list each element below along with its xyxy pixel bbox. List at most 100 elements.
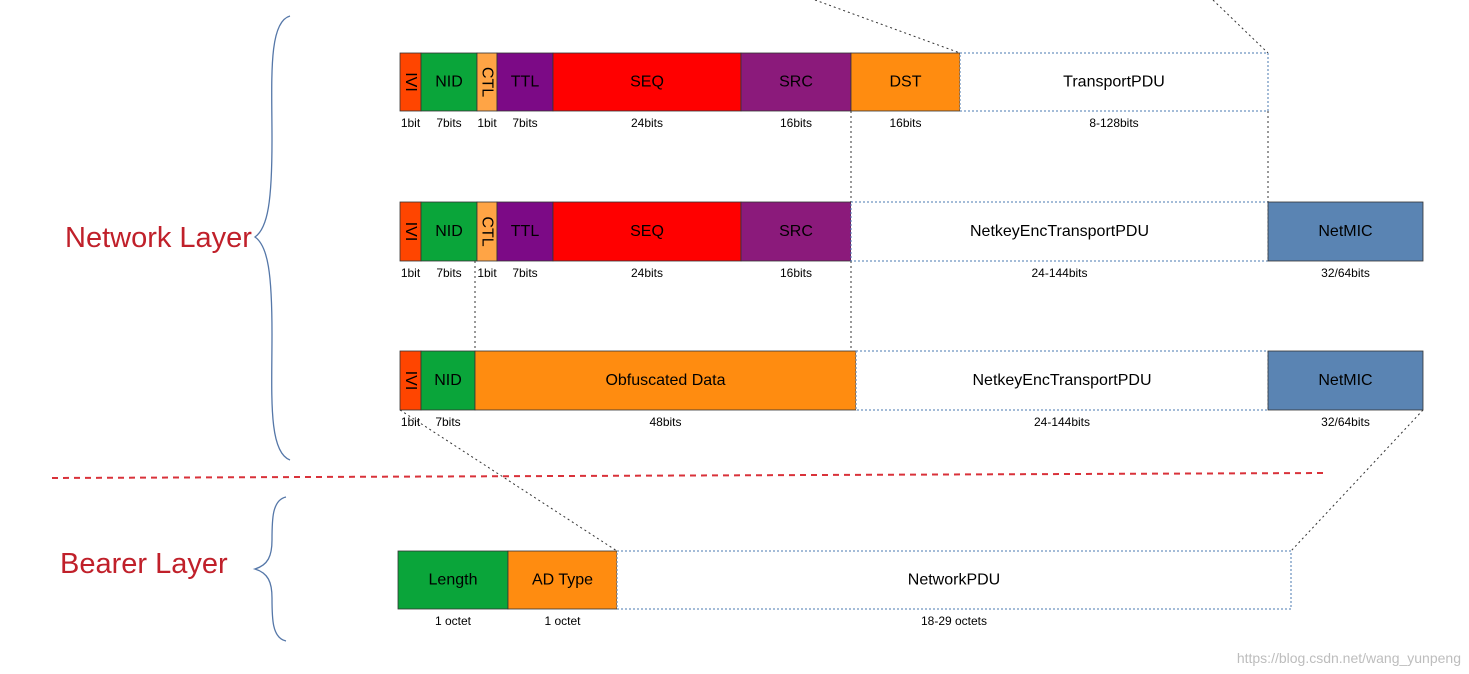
row3-netmic-field: NetMIC 32/64bits <box>1267 350 1424 429</box>
row3-ivi-label: IVI <box>402 371 419 391</box>
row1-seq-box <box>552 52 742 112</box>
row2-ttl-size: 7bits <box>512 266 537 280</box>
row1-ttl-box <box>496 52 554 112</box>
row1-src-box <box>740 52 852 112</box>
row2-seq-size: 24bits <box>631 266 663 280</box>
guide-top-left <box>814 0 961 54</box>
row1-transport-box <box>959 52 1269 112</box>
row1-ttl-size: 7bits <box>512 116 537 130</box>
row2-nid-label: NID <box>435 223 463 240</box>
row1-nid-box <box>420 52 478 112</box>
row3-netmic-size: 32/64bits <box>1321 415 1370 429</box>
row1-nid-label: NID <box>435 74 463 91</box>
row2-enc-box <box>850 201 1269 262</box>
row1-seq-label: SEQ <box>630 74 664 91</box>
row2-netmic-label: NetMIC <box>1318 223 1372 240</box>
packet-rows: IVI1bitNID7bitsCTL1bitTTL7bitsSEQ24bitsS… <box>397 52 1424 628</box>
row2-ctl-label: CTL <box>479 216 496 246</box>
row4-length-field: Length 1 octet <box>397 550 509 628</box>
row1-ivi-size: 1bit <box>401 116 421 130</box>
row2-enc-size: 24-144bits <box>1031 266 1087 280</box>
row1-src-label: SRC <box>779 74 813 91</box>
row1-nid-field: NID 7bits <box>420 52 478 130</box>
row3-netmic-label: NetMIC <box>1318 372 1372 389</box>
row2-netmic-field: NetMIC 32/64bits <box>1267 201 1424 280</box>
row3-nid-field: NID 7bits <box>420 350 476 429</box>
row3-obf-label: Obfuscated Data <box>605 372 725 389</box>
row3-obf-size: 48bits <box>649 415 681 429</box>
row1-ttl-field: TTL 7bits <box>496 52 554 130</box>
guide-row3-netmic-to-pdu <box>1290 409 1424 552</box>
row2-src-box <box>740 201 852 262</box>
row2-ctl-field: CTL 1bit <box>476 201 498 280</box>
row3-nid-size: 7bits <box>435 415 460 429</box>
row3-ivi-field: IVI 1bit <box>399 350 422 429</box>
row4-fields: Length 1 octet AD Type 1 octet NetworkPDU 18-… <box>397 550 1292 628</box>
row2-ivi-field: IVI 1bit <box>399 201 422 280</box>
row2-ttl-label: TTL <box>511 223 540 240</box>
row4-adtype-box <box>507 550 618 610</box>
row2-ttl-box <box>496 201 554 262</box>
row2-seq-box <box>552 201 742 262</box>
row3-ivi-size: 1bit <box>401 415 421 429</box>
row3-nid-label: NID <box>434 372 462 389</box>
row1-transport-label: TransportPDU <box>1063 74 1165 91</box>
row4-netpdu-label: NetworkPDU <box>908 572 1000 589</box>
network-layer-title: Network Layer <box>65 222 252 254</box>
guide-lines <box>399 0 1424 552</box>
bearer-layer-title: Bearer Layer <box>60 548 228 580</box>
bearer-layer-brace <box>252 496 287 642</box>
guide-top-right <box>1212 0 1269 54</box>
row2-ctl-size: 1bit <box>477 266 497 280</box>
row1-transport-size: 8-128bits <box>1089 116 1138 130</box>
row4-length-label: Length <box>429 572 478 589</box>
row1-dst-label: DST <box>890 74 922 91</box>
row2-src-field: SRC 16bits <box>740 201 852 280</box>
row2-seq-label: SEQ <box>630 223 664 240</box>
row3-enc-field: NetkeyEncTransportPDU 24-144bits <box>855 350 1269 429</box>
row3-enc-size: 24-144bits <box>1034 415 1090 429</box>
row4-length-box <box>397 550 509 610</box>
row1-ivi-field: IVI 1bit <box>399 52 422 130</box>
row1-transport-field: TransportPDU 8-128bits <box>959 52 1269 130</box>
network-layer-brace <box>253 15 291 461</box>
row1-ctl-size: 1bit <box>477 116 497 130</box>
row1-dst-box <box>850 52 961 112</box>
row4-adtype-size: 1 octet <box>544 614 581 628</box>
row1-nid-size: 7bits <box>436 116 461 130</box>
row2-seq-field: SEQ 24bits <box>552 201 742 280</box>
row3-fields: IVI 1bit NID 7bits Obfuscated Data 48bits Netk… <box>399 350 1424 429</box>
row3-netmic-box <box>1267 350 1424 411</box>
row2-ttl-field: TTL 7bits <box>496 201 554 280</box>
row4-adtype-label: AD Type <box>532 572 593 589</box>
row3-obf-box <box>474 350 857 411</box>
row2-enc-label: NetkeyEncTransportPDU <box>970 223 1149 240</box>
row2-nid-size: 7bits <box>436 266 461 280</box>
row2-ivi-label: IVI <box>402 222 419 242</box>
layer-divider <box>51 472 1326 479</box>
row1-src-field: SRC 16bits <box>740 52 852 130</box>
row4-netpdu-box <box>616 550 1292 610</box>
row3-nid-box <box>420 350 476 411</box>
row2-netmic-box <box>1267 201 1424 262</box>
row3-obf-field: Obfuscated Data 48bits <box>474 350 857 429</box>
row1-src-size: 16bits <box>780 116 812 130</box>
row2-ivi-size: 1bit <box>401 266 421 280</box>
row1-ttl-label: TTL <box>511 74 540 91</box>
row2-fields: IVI1bitNID7bitsCTL1bitTTL7bitsSEQ24bitsS… <box>399 201 1424 280</box>
watermark: https://blog.csdn.net/wang_yunpeng <box>1236 650 1461 666</box>
row1-fields: IVI1bitNID7bitsCTL1bitTTL7bitsSEQ24bitsS… <box>399 52 1269 130</box>
row3-enc-label: NetkeyEncTransportPDU <box>972 372 1151 389</box>
row4-netpdu-field: NetworkPDU 18-29 octets <box>616 550 1292 628</box>
row2-nid-field: NID 7bits <box>420 201 478 280</box>
row1-dst-size: 16bits <box>889 116 921 130</box>
row2-enc-field: NetkeyEncTransportPDU 24-144bits <box>850 201 1269 280</box>
row2-netmic-size: 32/64bits <box>1321 266 1370 280</box>
row1-seq-field: SEQ 24bits <box>552 52 742 130</box>
row4-length-size: 1 octet <box>435 614 472 628</box>
row2-nid-box <box>420 201 478 262</box>
row1-ivi-label: IVI <box>402 72 419 92</box>
row1-dst-field: DST 16bits <box>850 52 961 130</box>
row1-seq-size: 24bits <box>631 116 663 130</box>
